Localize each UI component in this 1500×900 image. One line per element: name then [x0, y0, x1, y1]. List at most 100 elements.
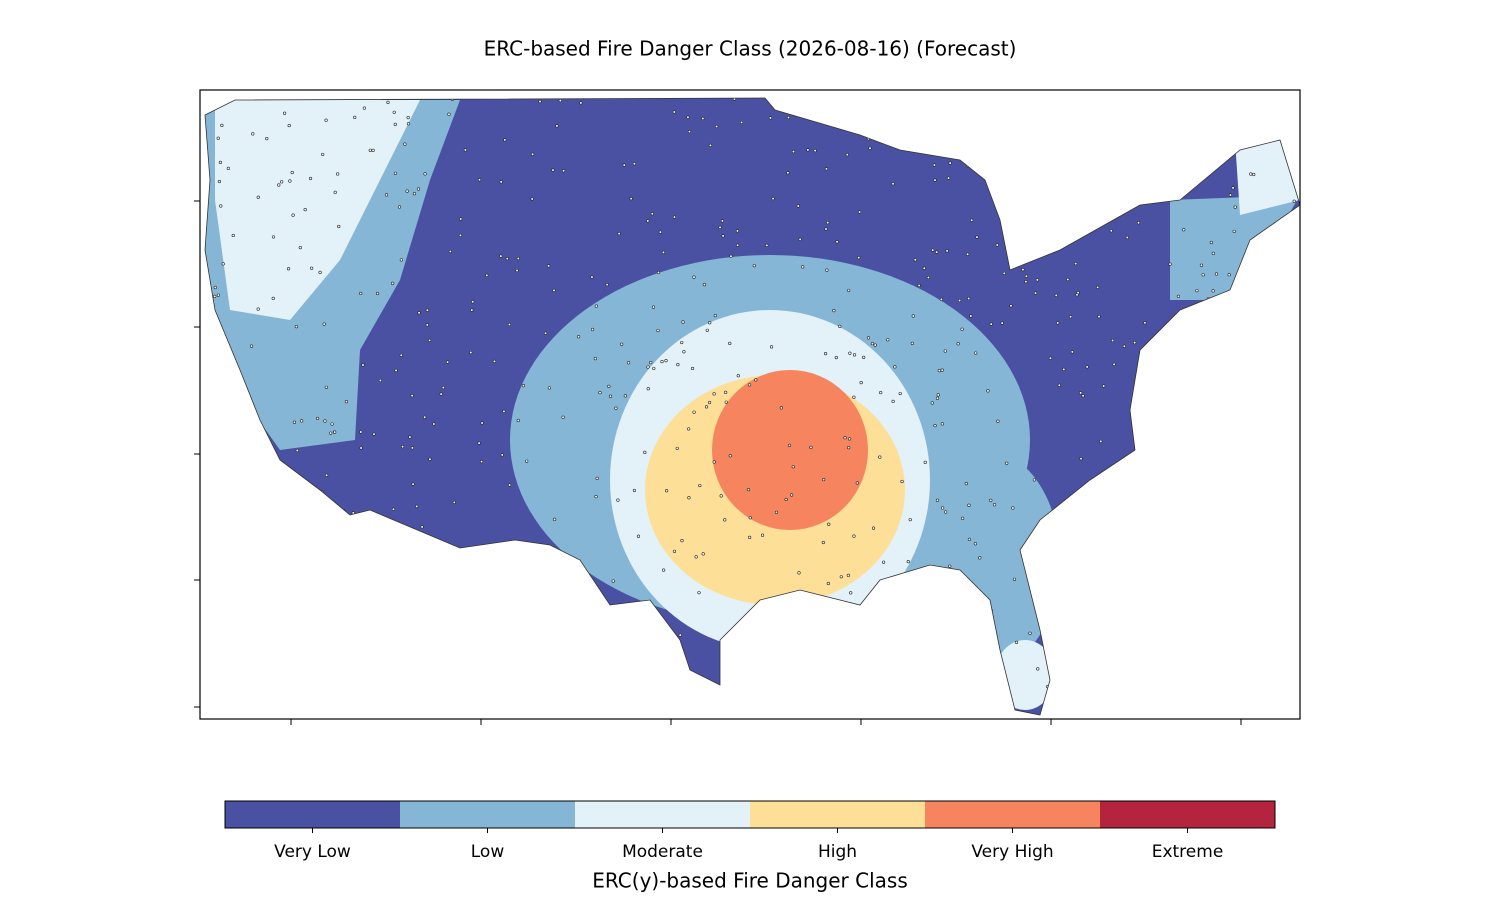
station	[878, 455, 882, 459]
station	[838, 324, 842, 328]
station	[836, 121, 840, 125]
station	[447, 112, 451, 116]
station	[964, 666, 968, 671]
station	[730, 659, 735, 664]
station	[1121, 206, 1125, 210]
station	[632, 488, 637, 493]
station	[974, 351, 978, 355]
station	[1014, 640, 1019, 645]
station	[555, 624, 559, 628]
station	[517, 602, 521, 606]
station	[1032, 478, 1036, 482]
station	[1221, 619, 1225, 623]
station	[314, 699, 318, 703]
station	[852, 534, 856, 538]
station	[1122, 344, 1126, 348]
station	[768, 116, 773, 120]
station	[291, 213, 295, 217]
station	[337, 224, 341, 229]
station	[924, 661, 928, 665]
region	[995, 640, 1055, 710]
station	[1199, 616, 1203, 620]
station	[662, 568, 666, 572]
station	[664, 358, 668, 363]
station	[1062, 574, 1066, 578]
station	[729, 254, 733, 258]
station	[1080, 518, 1084, 522]
station	[698, 483, 702, 488]
station	[410, 394, 414, 398]
station	[989, 322, 993, 326]
station	[787, 617, 791, 621]
colorbar-class-label: High	[818, 842, 857, 862]
station	[401, 445, 405, 449]
station	[736, 374, 740, 378]
station	[676, 363, 680, 367]
station	[423, 172, 427, 176]
station	[594, 494, 598, 499]
station	[1211, 130, 1215, 134]
colorbar-class-label: Very Low	[274, 842, 351, 862]
station	[1136, 221, 1141, 225]
station	[931, 147, 936, 151]
station	[948, 161, 952, 165]
station	[212, 438, 216, 442]
station	[943, 349, 947, 353]
station	[205, 388, 209, 392]
station	[1109, 229, 1113, 233]
station	[790, 690, 795, 695]
station	[1222, 629, 1226, 633]
station	[756, 613, 761, 618]
station	[1201, 273, 1205, 277]
station	[866, 336, 871, 340]
station	[643, 450, 647, 454]
station	[300, 419, 304, 423]
station	[1174, 710, 1178, 714]
station	[511, 583, 515, 588]
station	[431, 694, 436, 698]
station	[680, 340, 684, 345]
station	[469, 350, 473, 355]
station	[1133, 400, 1137, 404]
station	[1167, 325, 1171, 329]
station	[448, 249, 452, 254]
station	[890, 692, 894, 696]
station	[966, 106, 970, 111]
region	[1170, 195, 1300, 300]
station	[428, 338, 432, 342]
station	[704, 405, 709, 409]
station	[1272, 488, 1276, 492]
station	[826, 581, 830, 586]
station	[590, 327, 595, 332]
station	[969, 314, 973, 318]
station	[1111, 196, 1115, 200]
station	[654, 626, 658, 630]
station	[298, 245, 302, 250]
station	[646, 219, 650, 223]
station	[465, 609, 469, 613]
station	[789, 493, 794, 497]
region	[215, 100, 420, 320]
station	[702, 283, 706, 287]
station	[608, 394, 613, 398]
colorbar-segment	[1100, 801, 1275, 828]
station	[477, 178, 482, 182]
station	[459, 591, 463, 595]
station	[333, 190, 337, 194]
station	[889, 700, 894, 704]
station	[307, 641, 311, 645]
station	[796, 204, 800, 208]
station	[1042, 115, 1046, 119]
station	[1169, 552, 1174, 556]
station	[769, 345, 774, 349]
station	[1024, 274, 1029, 278]
station	[308, 176, 313, 181]
station	[1254, 590, 1258, 594]
station	[1233, 205, 1237, 209]
station	[862, 355, 866, 359]
station	[1129, 125, 1133, 129]
station	[747, 383, 752, 387]
station	[791, 465, 795, 469]
station	[349, 613, 353, 617]
station	[705, 328, 709, 332]
